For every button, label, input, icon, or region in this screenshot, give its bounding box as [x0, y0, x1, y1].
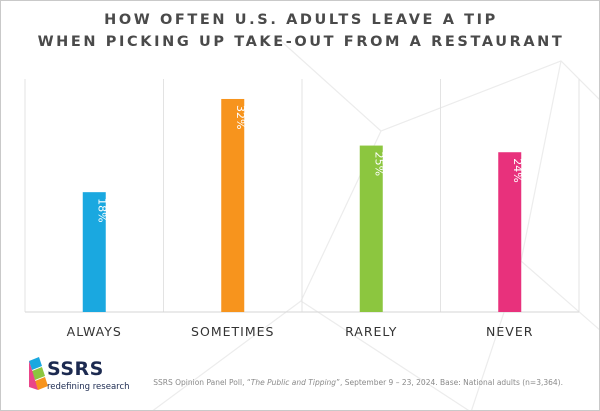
source-prefix: SSRS Opinion Panel Poll, “: [153, 378, 251, 387]
tick-label-rarely: RARELY: [345, 324, 397, 339]
tick-label-never: NEVER: [486, 324, 533, 339]
logo-wordmark: SSRS: [47, 358, 104, 380]
source-suffix: ”, September 9 – 23, 2024. Base: Nationa…: [336, 378, 563, 387]
bar-always: [82, 192, 106, 312]
bar-sometimes: [221, 98, 245, 312]
source-note: SSRS Opinion Panel Poll, “The Public and…: [153, 378, 563, 387]
logo-tagline: redefining research: [47, 382, 130, 392]
tick-label-always: ALWAYS: [67, 324, 122, 339]
chart-title-line-2: WHEN PICKING UP TAKE-OUT FROM A RESTAURA…: [37, 34, 565, 50]
bar-rarely: [359, 145, 383, 312]
tick-label-sometimes: SOMETIMES: [191, 324, 274, 339]
chart-title-line-1: HOW OFTEN U.S. ADULTS LEAVE A TIP: [104, 12, 498, 28]
bar-never: [498, 152, 522, 312]
data-label-never: 24%: [511, 158, 524, 182]
ssrs-logo: [29, 357, 48, 390]
source-title: The Public and Tipping: [250, 378, 337, 387]
data-label-always: 18%: [95, 198, 108, 222]
data-label-sometimes: 32%: [234, 105, 247, 129]
data-label-rarely: 25%: [372, 152, 385, 176]
